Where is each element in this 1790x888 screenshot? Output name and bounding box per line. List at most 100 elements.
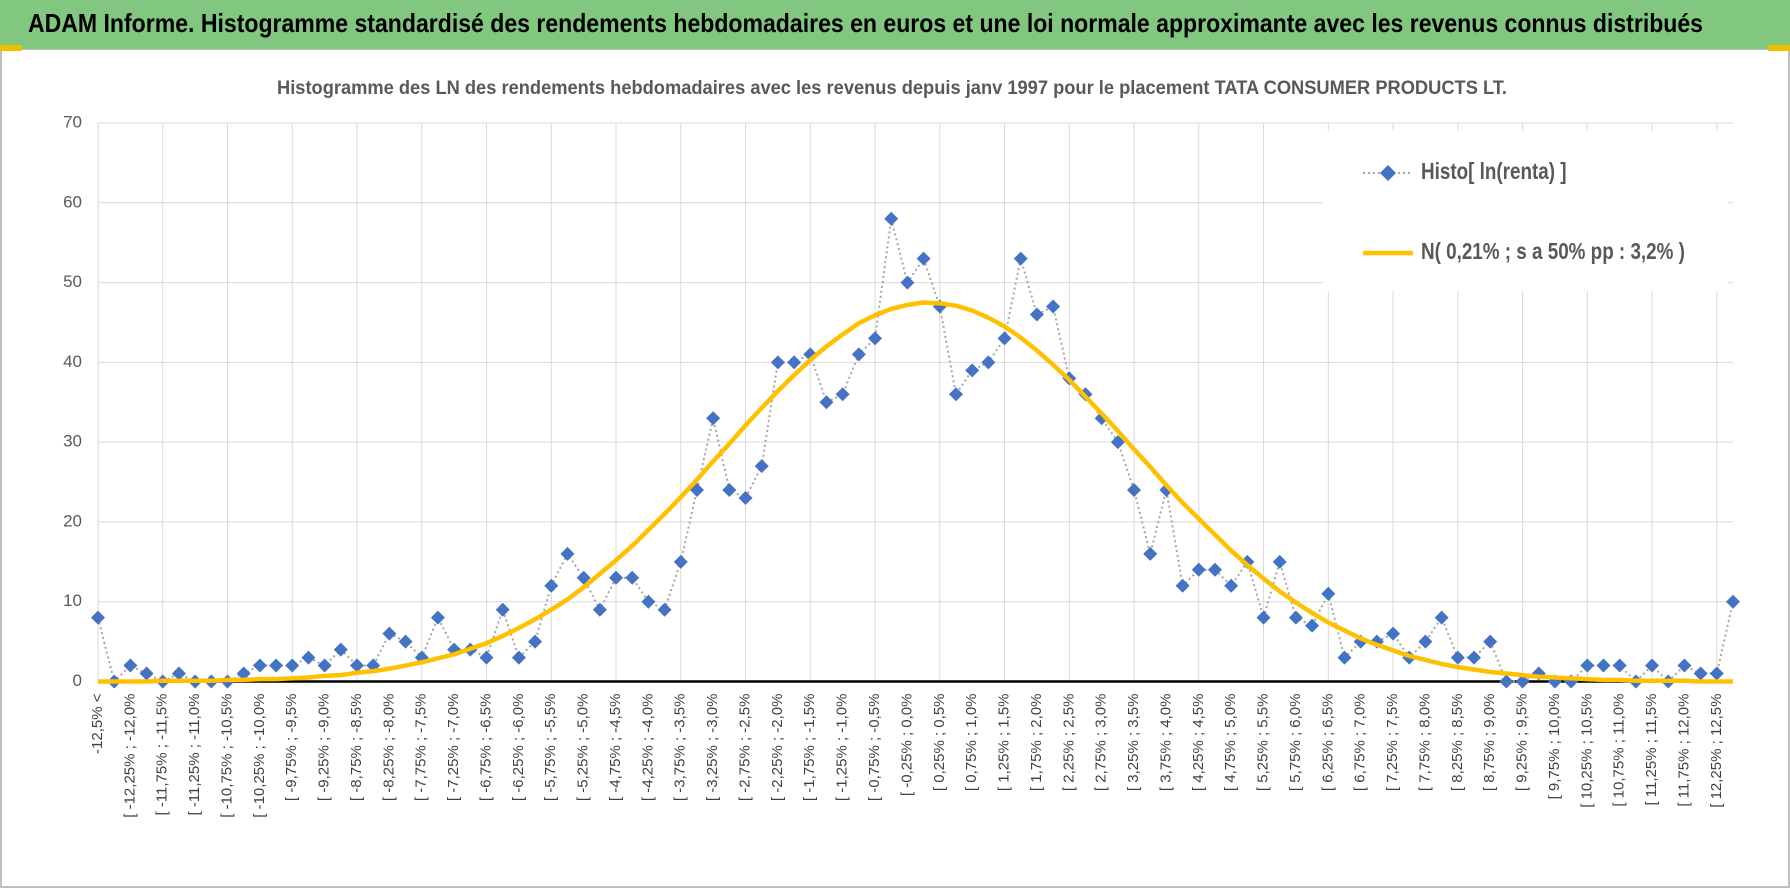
data-point xyxy=(965,363,980,378)
x-tick-label: [ 9,25% ; 9,5% xyxy=(1514,694,1531,792)
data-point xyxy=(1272,554,1287,569)
x-tick-label: [ -3,75% ; -3,5% xyxy=(672,694,689,802)
data-point xyxy=(398,634,413,649)
data-point xyxy=(317,658,332,673)
data-point xyxy=(495,602,510,617)
x-tick-label: [ 3,75% ; 4,0% xyxy=(1157,694,1174,792)
data-point xyxy=(997,331,1012,346)
x-tick-label: [ -10,25% ; -10,0% xyxy=(251,694,268,818)
x-tick-label: [ -4,25% ; -4,0% xyxy=(639,694,656,802)
data-point xyxy=(301,650,316,665)
x-tick-label: [ -6,75% ; -6,5% xyxy=(477,694,494,802)
data-point xyxy=(673,554,688,569)
x-tick-label: [ -0,75% ; -0,5% xyxy=(866,694,883,802)
data-point xyxy=(1677,658,1692,673)
x-tick-label: [ 11,75% ; 12,0% xyxy=(1675,694,1692,807)
x-tick-label: [ 10,75% ; 11,0% xyxy=(1611,694,1628,807)
data-point xyxy=(948,387,963,402)
data-point xyxy=(1143,546,1158,561)
x-tick-label: [ 5,25% ; 5,5% xyxy=(1255,694,1272,792)
x-tick-label: [ 9,75% ; 10,0% xyxy=(1546,694,1563,800)
y-tick-label: 70 xyxy=(63,112,82,131)
x-tick-label: [ -0,25% ; 0,0% xyxy=(898,694,915,797)
data-point xyxy=(350,658,365,673)
data-point xyxy=(884,211,899,226)
data-point xyxy=(285,658,300,673)
data-point xyxy=(544,578,559,593)
data-point xyxy=(592,602,607,617)
data-point xyxy=(625,570,640,585)
y-tick-label: 60 xyxy=(63,192,82,211)
x-tick-label: [ 7,75% ; 8,0% xyxy=(1416,694,1433,792)
data-point xyxy=(252,658,267,673)
data-point xyxy=(382,626,397,641)
data-point xyxy=(1288,610,1303,625)
data-point xyxy=(91,610,105,625)
data-point xyxy=(1612,658,1627,673)
x-tick-label: [ 4,75% ; 5,0% xyxy=(1222,694,1239,792)
y-tick-label: 50 xyxy=(63,272,82,291)
legend-marker xyxy=(1380,165,1396,181)
x-tick-label: [ -1,25% ; -1,0% xyxy=(834,694,851,802)
x-tick-label: [ -5,25% ; -5,0% xyxy=(575,694,592,802)
data-point xyxy=(1305,618,1320,633)
data-point xyxy=(576,570,591,585)
data-point xyxy=(609,570,624,585)
x-tick-label: [ 1,75% ; 2,0% xyxy=(1028,694,1045,792)
data-point xyxy=(1596,658,1611,673)
data-point xyxy=(1450,650,1465,665)
data-point xyxy=(1337,650,1352,665)
y-tick-label: 30 xyxy=(63,432,82,451)
x-tick-label: [ 10,25% ; 10,5% xyxy=(1578,694,1595,808)
data-point xyxy=(1645,658,1660,673)
x-tick-label: [ -12,25% ; -12,0% xyxy=(121,694,138,818)
x-tick-label: [ 12,25% ; 12,5% xyxy=(1708,694,1725,808)
data-point xyxy=(868,331,883,346)
x-tick-label: -12,5% < xyxy=(89,693,106,754)
data-point xyxy=(706,411,721,426)
data-point xyxy=(1207,562,1222,577)
data-point xyxy=(1499,674,1514,689)
data-point xyxy=(1418,634,1433,649)
header-accent xyxy=(1768,45,1790,51)
x-tick-label: [ 2,75% ; 3,0% xyxy=(1093,694,1110,792)
x-tick-label: [ -11,25% ; -11,0% xyxy=(186,694,203,816)
data-point xyxy=(333,642,348,657)
x-tick-label: [ -9,75% ; -9,5% xyxy=(283,694,300,802)
data-point xyxy=(900,275,915,290)
data-point xyxy=(560,546,575,561)
x-tick-label: [ 3,25% ; 3,5% xyxy=(1125,694,1142,792)
header-accent xyxy=(0,45,22,51)
data-point xyxy=(236,666,251,681)
x-tick-label: [ -7,75% ; -7,5% xyxy=(413,694,430,802)
data-point xyxy=(770,355,785,370)
data-point xyxy=(171,666,186,681)
x-tick-label: [ -11,75% ; -11,5% xyxy=(154,694,171,816)
x-tick-label: [ -9,25% ; -9,0% xyxy=(316,694,333,802)
x-tick-label: [ 8,75% ; 9,0% xyxy=(1481,694,1498,792)
data-point xyxy=(1726,594,1740,609)
data-point xyxy=(641,594,656,609)
x-tick-label: [ 7,25% ; 7,5% xyxy=(1384,694,1401,792)
data-point xyxy=(851,347,866,362)
data-point xyxy=(722,483,737,498)
x-tick-label: [ -5,75% ; -5,5% xyxy=(542,694,559,802)
data-point xyxy=(754,459,769,474)
data-point xyxy=(1434,610,1449,625)
y-tick-label: 20 xyxy=(63,511,82,530)
data-point xyxy=(738,490,753,505)
x-tick-label: [ -8,75% ; -8,5% xyxy=(348,694,365,802)
data-point xyxy=(1191,562,1206,577)
data-point xyxy=(511,650,526,665)
x-tick-label: [ -2,75% ; -2,5% xyxy=(736,694,753,802)
data-point xyxy=(819,395,834,410)
x-tick-label: [ 4,25% ; 4,5% xyxy=(1190,694,1207,792)
x-tick-label: [ 6,75% ; 7,0% xyxy=(1352,694,1369,792)
x-tick-label: [ 0,75% ; 1,0% xyxy=(963,694,980,792)
chart-title: Histogramme des LN des rendements hebdom… xyxy=(277,78,1507,99)
data-point xyxy=(123,658,138,673)
data-point xyxy=(657,602,672,617)
data-point xyxy=(1321,586,1336,601)
x-tick-label: [ 2,25% ; 2,5% xyxy=(1060,694,1077,792)
